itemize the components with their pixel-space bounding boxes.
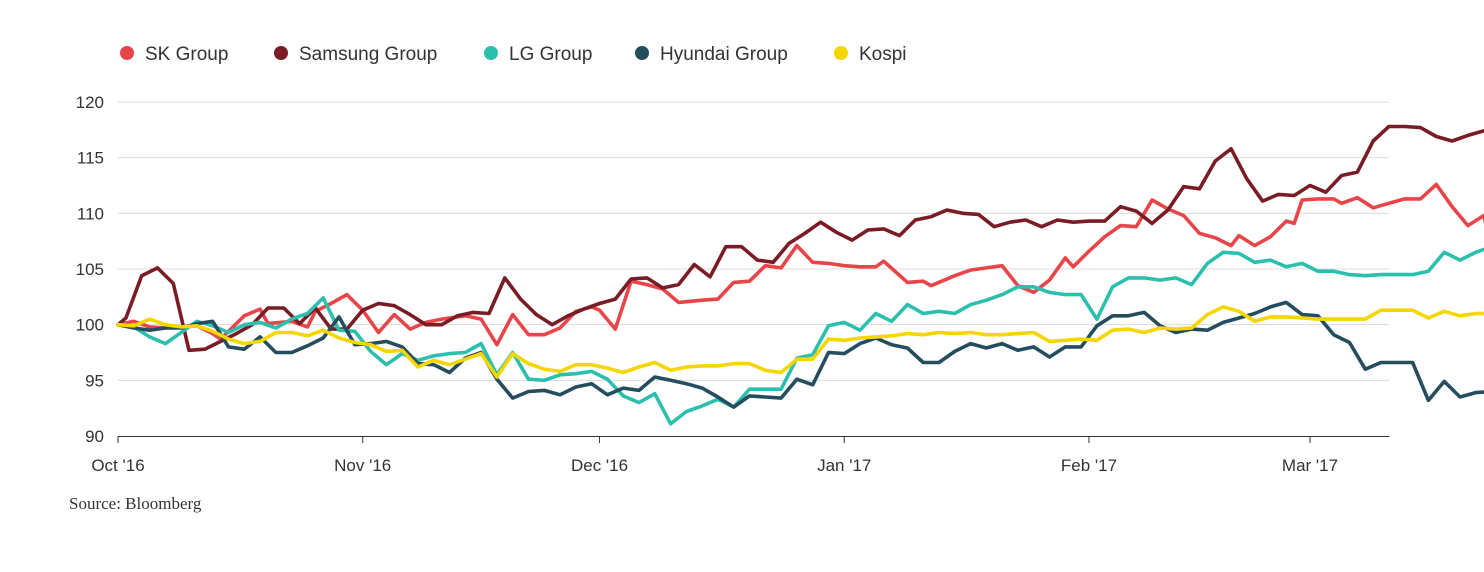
series-line-kospi <box>116 305 1484 379</box>
legend-label: Samsung Group <box>299 44 437 65</box>
source-note: Source: Bloomberg <box>69 494 202 513</box>
legend-label: Hyundai Group <box>660 44 788 65</box>
legend-label: Kospi <box>859 44 907 65</box>
legend-label: SK Group <box>145 44 228 65</box>
y-tick-label: 115 <box>77 149 104 168</box>
x-axis: Oct '16 Nov '16 Dec '16 Jan '17 Feb '17 Mar '… <box>91 436 1389 475</box>
legend-item: Samsung Group <box>274 44 437 65</box>
series-line-samsung-group <box>116 124 1484 353</box>
series-line-sk-group <box>116 182 1484 347</box>
series-lines <box>116 124 1484 426</box>
legend-item: Hyundai Group <box>635 44 788 65</box>
y-tick-label: 95 <box>85 371 104 390</box>
x-tick-label: Nov '16 <box>334 456 391 475</box>
legend-item: SK Group <box>120 44 228 65</box>
legend-swatch <box>274 46 288 60</box>
x-tick-label: Feb '17 <box>1061 456 1117 475</box>
legend-item: Kospi <box>834 44 907 65</box>
y-tick-label: 110 <box>77 204 104 223</box>
legend-item: LG Group <box>484 44 592 65</box>
legend-swatch <box>484 46 498 60</box>
x-tick-label: Mar '17 <box>1282 456 1338 475</box>
y-tick-label: 120 <box>76 93 104 112</box>
series-line-hyundai-group <box>116 300 1484 409</box>
y-tick-label: 105 <box>76 260 104 279</box>
y-tick-label: 100 <box>76 316 104 335</box>
legend-swatch <box>635 46 649 60</box>
legend-swatch <box>834 46 848 60</box>
y-axis: 90 95 100 105 110 115 120 <box>76 93 104 446</box>
gridlines <box>118 101 1389 381</box>
chart-legend: SK Group Samsung Group LG Group Hyundai Gro… <box>120 44 907 65</box>
legend-label: LG Group <box>509 44 592 65</box>
x-tick-label: Jan '17 <box>817 456 871 475</box>
x-tick-label: Oct '16 <box>91 456 144 475</box>
y-tick-label: 90 <box>85 427 104 446</box>
x-tick-label: Dec '16 <box>571 456 628 475</box>
legend-swatch <box>120 46 134 60</box>
